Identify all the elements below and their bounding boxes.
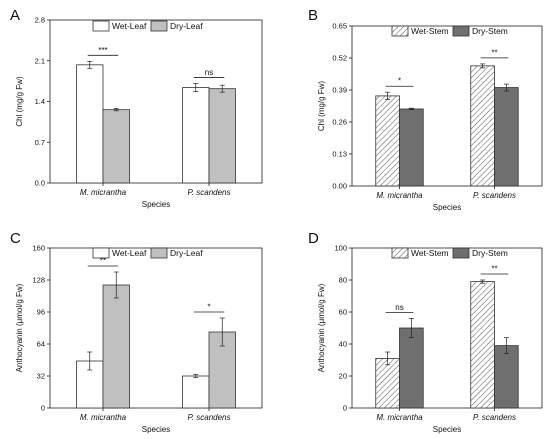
y-tick-label: 128	[32, 276, 45, 285]
y-axis-label: Anthocyanin (μmol/g Fw)	[317, 283, 326, 372]
bar-wet-leaf-1	[76, 64, 104, 184]
significance-label: **	[491, 48, 497, 57]
y-tick-label: 0.52	[332, 54, 347, 63]
y-tick-label: 2.1	[35, 56, 45, 65]
y-tick-label: 60	[339, 308, 347, 317]
bar-dry-stem-2	[494, 345, 519, 409]
legend: Wet-Stem Dry-Stem	[391, 247, 508, 259]
chart-panel-d: D 0 20 40 60 80 100 Anthocyanin (μmol/g Fw) Spec…	[308, 230, 543, 434]
legend-swatch	[391, 247, 409, 259]
significance-label: **	[491, 265, 497, 274]
y-tick-label: 20	[339, 372, 347, 381]
x-tick-label: P. scandens	[473, 191, 516, 200]
legend-label: Dry-Leaf	[170, 248, 203, 258]
plot-frame	[351, 247, 543, 409]
x-tick-label: M. micrantha	[376, 413, 423, 422]
x-tick-label: P. scandens	[188, 413, 231, 422]
bar-dry-leaf-1	[102, 109, 130, 184]
bar-wet-stem-2	[470, 65, 495, 187]
significance-label: *	[207, 303, 210, 312]
y-tick-label: 0.65	[332, 22, 347, 31]
y-axis-label: Anthocyanin (μmol/g Fw)	[15, 283, 24, 372]
panel-letter: C	[10, 230, 21, 247]
y-axis-label: Chl (mg/g Fw)	[15, 76, 24, 127]
significance-label: ns	[395, 303, 403, 312]
legend-label: Wet-Stem	[411, 248, 449, 258]
legend-label: Wet-Leaf	[112, 248, 147, 258]
legend-label: Wet-Leaf	[112, 21, 147, 31]
bar-dry-stem-1	[399, 327, 424, 409]
x-tick-label: M. micrantha	[376, 191, 423, 200]
y-tick-label: 96	[37, 308, 45, 317]
y-tick-label: 0.7	[35, 138, 45, 147]
bar-wet-stem-1	[375, 95, 400, 187]
y-tick-label: 0	[343, 404, 347, 413]
legend-swatch	[452, 25, 470, 37]
x-axis-label: Species	[142, 425, 170, 434]
bar-dry-leaf-2	[208, 88, 236, 184]
y-tick-label: 0.0	[35, 179, 45, 188]
legend-swatch	[150, 20, 168, 32]
panel-letter: A	[10, 7, 20, 24]
y-tick-label: 0.00	[332, 182, 347, 191]
legend-label: Dry-Leaf	[170, 21, 203, 31]
legend-label: Dry-Stem	[472, 26, 508, 36]
significance-label: ***	[98, 46, 107, 55]
y-tick-label: 2.8	[35, 16, 45, 25]
bar-wet-stem-2	[470, 281, 495, 409]
y-tick-label: 64	[37, 340, 45, 349]
legend: Wet-Leaf Dry-Leaf	[92, 20, 203, 32]
bar-wet-leaf-2	[182, 87, 210, 184]
y-tick-label: 40	[339, 340, 347, 349]
x-tick-label: M. micrantha	[80, 413, 127, 422]
y-tick-label: 1.4	[35, 97, 45, 106]
chart-panel-a: A 0.0 0.7 1.4 2.1 2.8 Chl (mg/g Fw) Species M. m…	[10, 7, 263, 209]
y-tick-label: 0.39	[332, 86, 347, 95]
y-tick-label: 160	[32, 244, 45, 253]
legend-swatch	[391, 25, 409, 37]
significance-label: **	[100, 257, 106, 266]
legend: Wet-Leaf Dry-Leaf	[92, 247, 203, 259]
legend-swatch	[452, 247, 470, 259]
y-tick-label: 100	[334, 244, 347, 253]
y-tick-label: 0.13	[332, 150, 347, 159]
bar-dry-stem-1	[399, 108, 424, 187]
x-axis-label: Species	[433, 203, 461, 212]
bar-wet-leaf-2	[182, 375, 210, 409]
x-axis-label: Species	[433, 425, 461, 434]
panel-letter: B	[308, 7, 318, 24]
chart-panel-b: B 0.00 0.13 0.26 0.39 0.52 0.65 Chl (mg/g Fw) Sp…	[308, 7, 543, 212]
legend-swatch	[92, 20, 110, 32]
plot-frame	[351, 25, 543, 187]
legend-swatch	[150, 247, 168, 259]
significance-label: ns	[205, 68, 213, 77]
x-axis-label: Species	[142, 200, 170, 209]
y-axis-label: Chl (mg/g Fw)	[317, 81, 326, 132]
x-tick-label: P. scandens	[473, 413, 516, 422]
x-tick-label: P. scandens	[188, 188, 231, 197]
legend: Wet-Stem Dry-Stem	[391, 25, 508, 37]
y-tick-label: 32	[37, 372, 45, 381]
legend-label: Dry-Stem	[472, 248, 508, 258]
significance-label: *	[398, 77, 401, 86]
x-tick-label: M. micrantha	[80, 188, 127, 197]
legend-label: Wet-Stem	[411, 26, 449, 36]
chart-panel-c: C 0 32 64 96 128 160 Anthocyanin (μmol/g Fw) Spe…	[10, 230, 263, 434]
y-tick-label: 80	[339, 276, 347, 285]
bar-dry-leaf-1	[102, 284, 130, 409]
bar-wet-stem-1	[375, 357, 400, 409]
legend-swatch	[92, 247, 110, 259]
bar-dry-stem-2	[494, 87, 519, 187]
y-tick-label: 0.26	[332, 118, 347, 127]
panel-letter: D	[308, 230, 319, 247]
y-tick-label: 0	[41, 404, 45, 413]
